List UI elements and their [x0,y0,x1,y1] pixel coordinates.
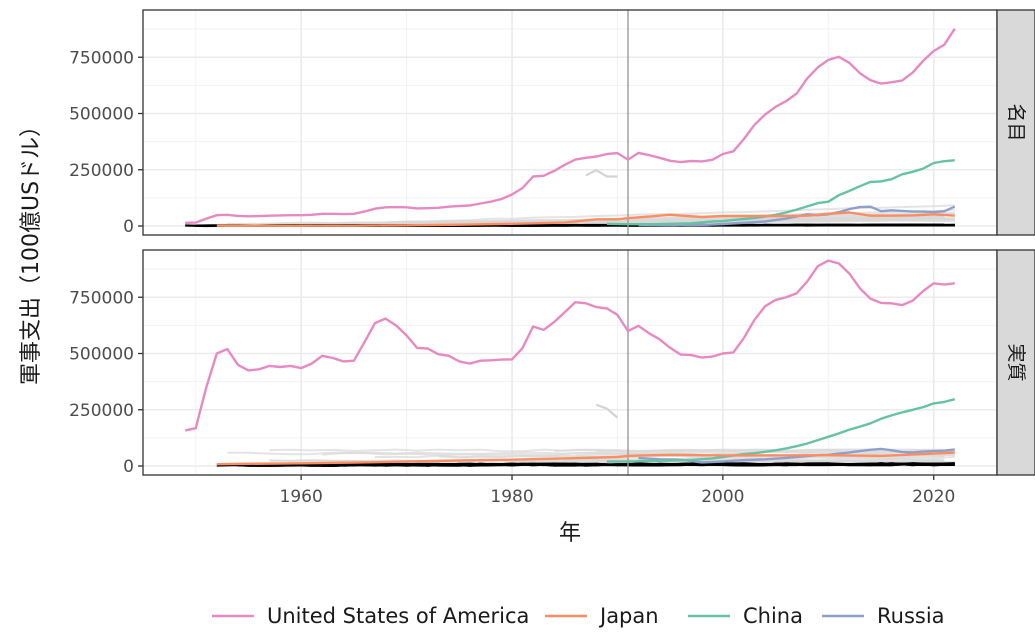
x-tick-label: 1980 [490,487,533,507]
x-tick-label: 2020 [912,487,955,507]
panel-1: 実質 0 250000 500000 750000 [69,249,1035,477]
series-line-china [606,159,955,226]
panels-layer: 名目 0 250000 500000 750000 実質 0 250000 500000 7500… [69,9,1035,507]
series-line-japan [216,211,955,227]
y-tick-label: 0 [123,457,134,477]
y-tick-label: 500000 [69,105,134,125]
legend: United States of America Japan China Russia [212,604,945,628]
small-country-line [343,462,955,467]
series-line-united-states-of-america [184,259,955,432]
y-axis-title: 軍事支出（100億USドル） [19,115,44,385]
y-tick-label: 250000 [69,401,134,421]
background-country-line [385,216,955,225]
legend-label: Japan [598,604,659,628]
y-tick-label: 500000 [69,345,134,365]
y-tick-label: 250000 [69,161,134,181]
facet-strip-label: 名目 [1005,103,1027,141]
facet-strip [996,9,1035,236]
x-tick-label: 1960 [280,487,323,507]
facet-strip-label: 実質 [1005,343,1027,381]
panel-background [143,250,997,475]
background-country-line [585,168,618,178]
x-tick-label: 2000 [701,487,744,507]
series-line-russia [638,447,955,464]
y-tick-label: 750000 [69,48,134,68]
series-line-japan [216,451,955,466]
facet-strip [996,249,1035,476]
legend-label: United States of America [267,604,529,628]
y-tick-label: 0 [123,217,134,237]
y-tick-label: 750000 [69,288,134,308]
legend-label: China [743,604,803,628]
panel-0: 名目 0 250000 500000 750000 [69,9,1035,237]
series-line-china [606,398,956,463]
legend-label: Russia [877,604,945,628]
x-axis-title: 年 [559,521,581,546]
panel-background [143,10,997,235]
background-country-line [595,403,619,419]
series-line-united-states-of-america [185,28,956,224]
